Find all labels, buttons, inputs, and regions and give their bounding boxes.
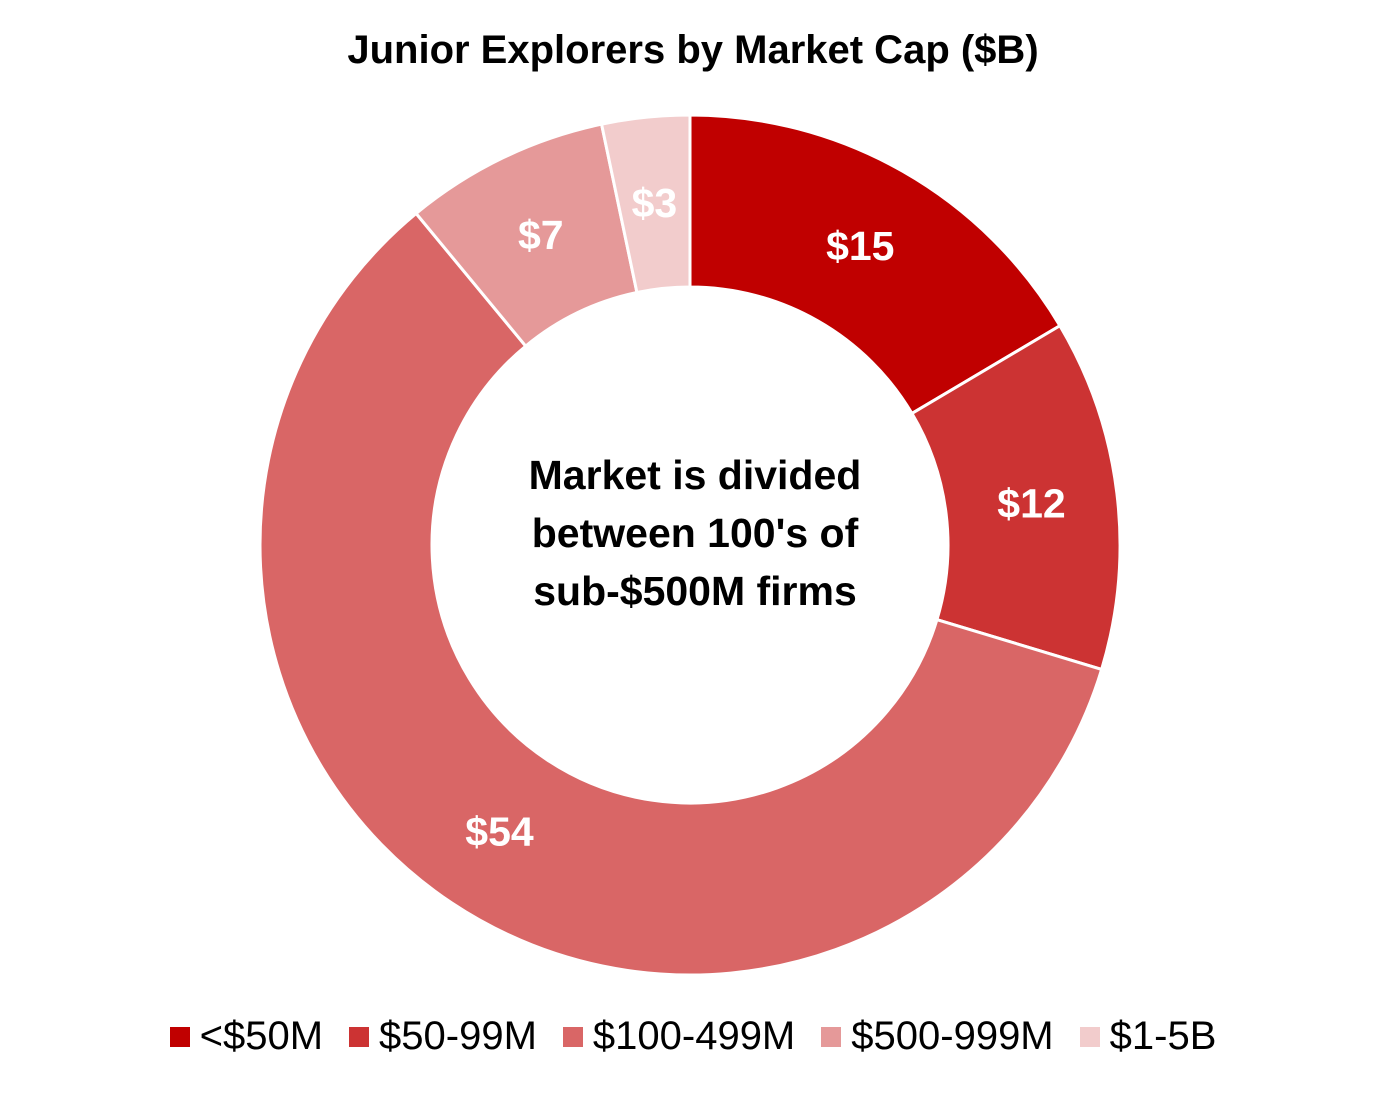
legend-item: <$50M	[169, 1014, 324, 1059]
legend-label: $100-499M	[592, 1014, 796, 1058]
slice-data-label: $54	[465, 808, 534, 854]
center-annotation-line: Market is divided	[528, 452, 862, 498]
slice-data-label: $15	[826, 223, 894, 269]
donut-slices	[258, 113, 1122, 977]
donut-slice	[258, 211, 1104, 977]
chart-title: Junior Explorers by Market Cap ($B)	[347, 28, 1039, 72]
legend-swatch	[1079, 1026, 1100, 1047]
legend-label: <$50M	[199, 1014, 324, 1058]
legend-swatch	[349, 1026, 370, 1047]
legend-swatch	[821, 1026, 842, 1047]
legend-swatch	[169, 1026, 190, 1047]
legend-label: $500-999M	[851, 1014, 1054, 1058]
center-annotation-line: sub-$500M firms	[533, 568, 857, 614]
chart-legend: <$50M $50-99M $100-499M $500-999M $1-5B	[0, 1014, 1386, 1059]
slice-data-label: $7	[518, 212, 564, 258]
slice-data-label: $12	[997, 481, 1065, 527]
legend-item: $1-5B	[1079, 1014, 1217, 1059]
center-annotation: Market is divided between 100's of sub-$…	[460, 446, 930, 620]
legend-item: $100-499M	[562, 1014, 796, 1059]
legend-item: $50-99M	[349, 1014, 537, 1059]
legend-label: $50-99M	[379, 1014, 537, 1058]
legend-label: $1-5B	[1109, 1014, 1217, 1058]
center-annotation-line: between 100's of	[531, 510, 859, 556]
donut-slice	[688, 113, 1062, 416]
legend-swatch	[562, 1026, 583, 1047]
slice-data-labels: $15 $12 $54 $7 $3	[465, 180, 1065, 855]
donut-slice	[909, 323, 1122, 672]
donut-slice	[599, 113, 692, 295]
legend-item: $500-999M	[821, 1014, 1054, 1059]
slice-data-label: $3	[632, 180, 678, 226]
